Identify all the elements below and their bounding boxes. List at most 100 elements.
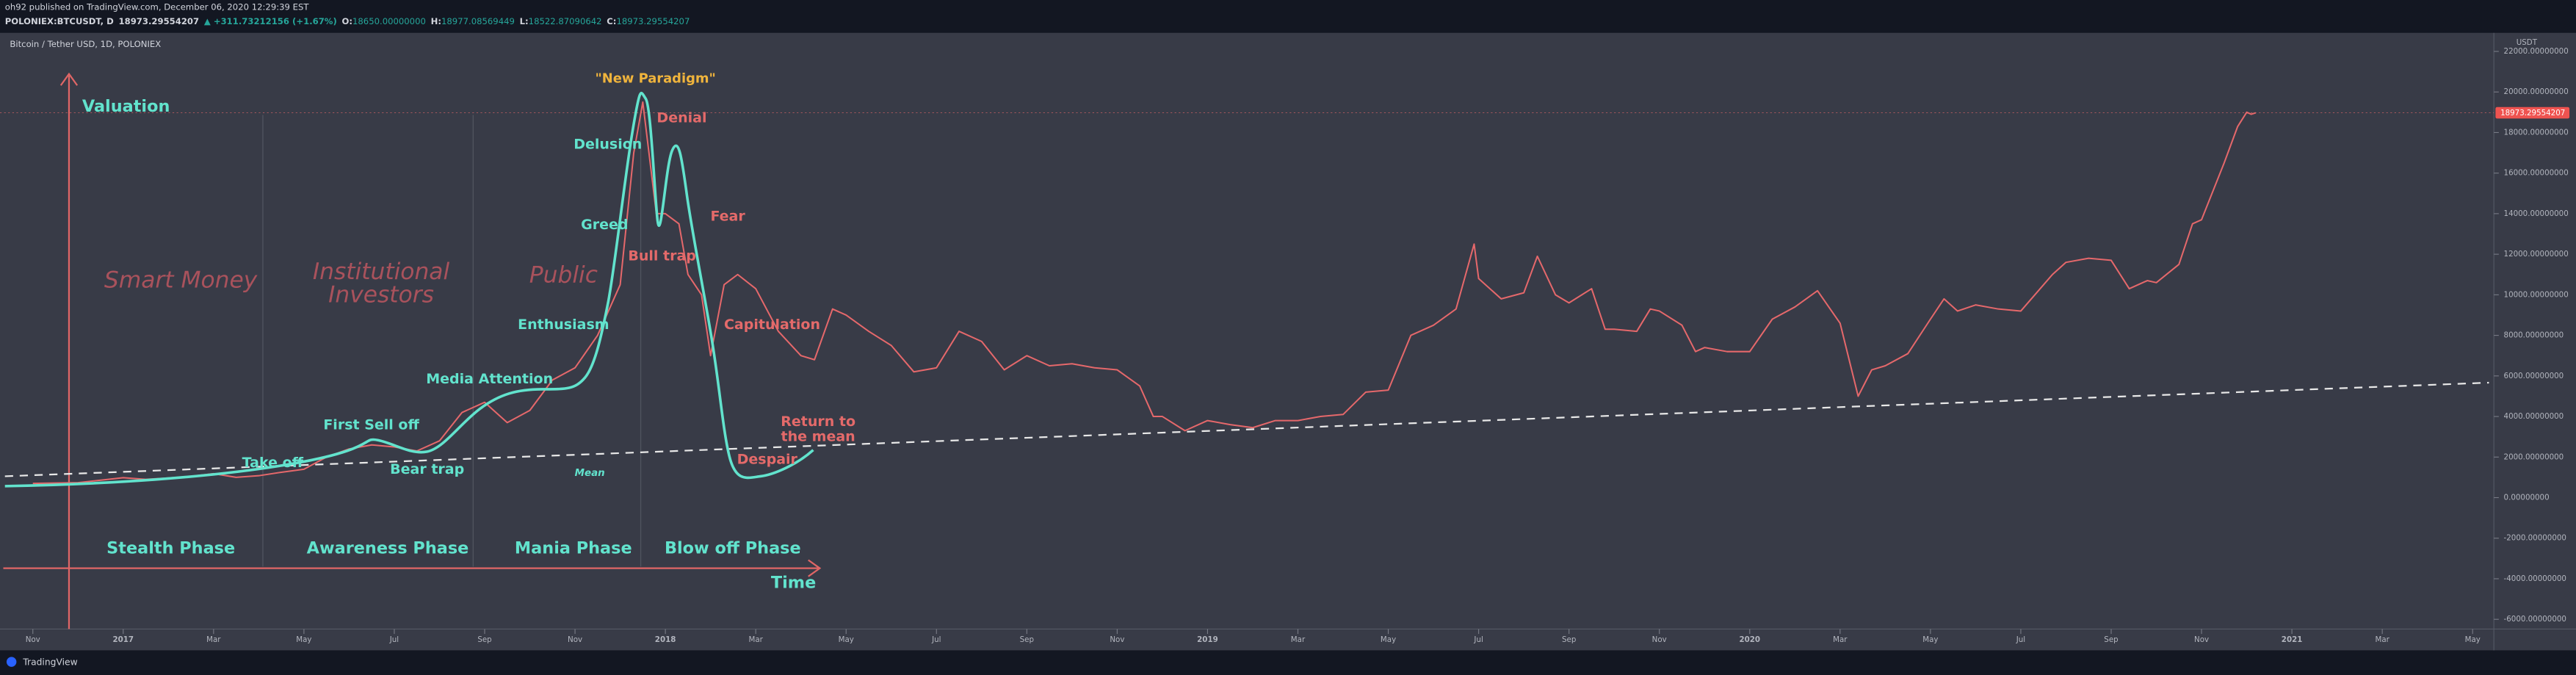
- last-price: 18973.29554207: [119, 16, 200, 26]
- price-line: [32, 101, 2257, 485]
- change: ▲ +311.73212156 (+1.67%): [204, 16, 337, 26]
- y-tick-label: 12000.00000000: [2504, 250, 2569, 259]
- phase-dividers: [262, 115, 642, 567]
- x-tick-label: Jul: [1473, 635, 1483, 644]
- price-axis-pane: [2494, 32, 2576, 629]
- annotation: Institutional: [313, 259, 450, 285]
- x-tick-label: Nov: [26, 635, 40, 644]
- x-tick-label: Nov: [2194, 635, 2209, 644]
- ohlc-label: O:: [341, 16, 352, 26]
- x-tick-label: 2020: [1739, 635, 1760, 644]
- time-axis-pane: [0, 629, 2576, 651]
- annotation: Denial: [656, 109, 706, 126]
- annotation: the mean: [781, 428, 855, 444]
- last-price-box: [2495, 107, 2570, 119]
- x-tick-label: May: [2465, 635, 2481, 644]
- annotation: Valuation: [82, 97, 170, 116]
- ohlc-label: C:: [607, 16, 616, 26]
- x-tick-label: Mar: [206, 635, 221, 644]
- annotation: Mean: [575, 468, 605, 479]
- x-tick-label: Sep: [1562, 635, 1576, 644]
- ohlc-value: 18973.29554207: [616, 16, 690, 26]
- y-tick-label: 8000.00000000: [2504, 331, 2564, 340]
- y-tick-label: 18000.00000000: [2504, 128, 2569, 137]
- arrow-head: [59, 72, 79, 86]
- y-tick-label: -2000.00000000: [2504, 534, 2566, 543]
- annotation: Blow off Phase: [665, 538, 801, 557]
- symbol: POLONIEX:BTCUSDT, D: [5, 16, 114, 26]
- x-tick-label: Mar: [1833, 635, 1848, 644]
- logo: [6, 657, 17, 667]
- x-tick-label: Nov: [1110, 635, 1124, 644]
- x-tick-label: Jul: [931, 635, 941, 644]
- arrow-head: [808, 559, 822, 577]
- x-tick-label: Sep: [477, 635, 491, 644]
- x-tick-label: Mar: [748, 635, 763, 644]
- annotation: Capitulation: [724, 317, 820, 333]
- y-tick-label: -6000.00000000: [2504, 615, 2566, 624]
- published-line: oh92 published on TradingView.com, Decem…: [5, 2, 310, 12]
- x-tick-label: 2021: [2282, 635, 2303, 644]
- annotation: Bull trap: [628, 248, 696, 264]
- annotation: Investors: [328, 281, 434, 308]
- y-tick-label: 6000.00000000: [2504, 372, 2564, 380]
- x-tick-label: Jul: [389, 635, 399, 644]
- ohlc-label: H:: [431, 16, 441, 26]
- y-tick-label: 16000.00000000: [2504, 169, 2569, 178]
- y-tick-label: 10000.00000000: [2504, 290, 2569, 299]
- footer-bar: [0, 650, 2576, 675]
- symbol-line: POLONIEX:BTCUSDT, D 18973.29554207 ▲ +311.…: [5, 16, 690, 26]
- x-tick-label: May: [839, 635, 854, 644]
- x-tick-label: 2018: [655, 635, 676, 644]
- x-tick-label: May: [1922, 635, 1938, 644]
- annotation: Awareness Phase: [307, 538, 469, 557]
- y-tick-label: 20000.00000000: [2504, 87, 2569, 96]
- ohlc-value: 18977.08569449: [441, 16, 515, 26]
- cycle-curve: [4, 91, 814, 488]
- annotation: Greed: [581, 217, 628, 233]
- x-tick-label: Mar: [1291, 635, 1306, 644]
- y-tick-label: 2000.00000000: [2504, 452, 2564, 461]
- mean-line: [4, 381, 2489, 477]
- annotation: Time: [771, 573, 816, 592]
- x-tick-label: 2017: [112, 635, 134, 644]
- plot: [0, 101, 2494, 485]
- y-tick-label: 22000.00000000: [2504, 47, 2569, 56]
- annotation: Enthusiasm: [518, 317, 609, 333]
- x-tick-label: Jul: [2016, 635, 2025, 644]
- annotation: First Sell off: [323, 417, 419, 433]
- chart-title: Bitcoin / Tether USD, 1D, POLONIEX: [10, 39, 161, 49]
- y-tick-label: 0.00000000: [2504, 494, 2550, 502]
- annotation: Mania Phase: [515, 538, 632, 557]
- annotation: Bear trap: [390, 461, 464, 477]
- x-tick-label: Sep: [1020, 635, 1034, 644]
- x-tick-label: May: [1381, 635, 1396, 644]
- annotation: Smart Money: [104, 267, 258, 293]
- annotation: Public: [529, 262, 598, 289]
- x-tick-label: Nov: [568, 635, 582, 644]
- annotation: "New Paradigm": [595, 71, 715, 86]
- chart-pane: [0, 32, 2494, 629]
- annotation: Media Attention: [426, 371, 553, 387]
- last-price-label: 18973.29554207: [2500, 109, 2565, 118]
- footer-brand: TradingView: [22, 657, 77, 668]
- y-tick-label: -4000.00000000: [2504, 574, 2566, 583]
- ohlc-value: 18522.87090642: [529, 16, 602, 26]
- annotation: Fear: [710, 209, 745, 225]
- annotation: Take off: [242, 455, 304, 471]
- x-tick-label: Mar: [2375, 635, 2389, 644]
- x-tick-label: 2019: [1197, 635, 1218, 644]
- annotation: Despair: [737, 452, 798, 468]
- y-tick-label: 14000.00000000: [2504, 209, 2569, 218]
- annotation: Return to: [781, 414, 855, 430]
- axis-unit: USDT: [2517, 38, 2538, 47]
- x-tick-label: Sep: [2104, 635, 2118, 644]
- annotation: Stealth Phase: [106, 538, 235, 557]
- x-tick-label: Nov: [1652, 635, 1667, 644]
- axes-arrows: [3, 72, 822, 629]
- y-tick-label: 4000.00000000: [2504, 412, 2564, 421]
- ohlc-label: L:: [520, 16, 529, 26]
- ohlc-value: 18650.00000000: [352, 16, 426, 26]
- x-tick-label: May: [296, 635, 311, 644]
